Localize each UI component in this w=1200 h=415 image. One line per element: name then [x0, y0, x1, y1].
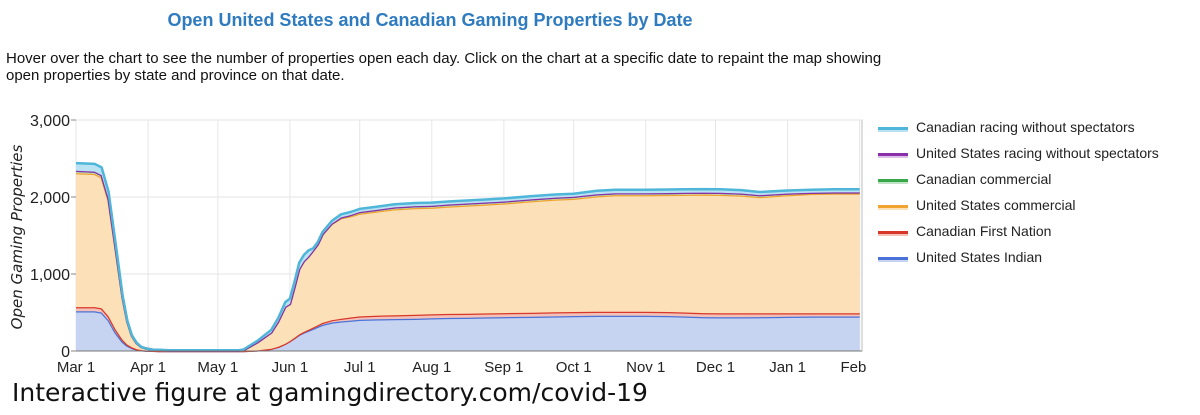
x-tick-label: Dec 1	[696, 359, 735, 376]
legend-label: United States racing without spectators	[916, 145, 1159, 161]
area-canadian-first-nation	[76, 307, 860, 351]
x-tick-label: Jul 1	[344, 359, 376, 376]
legend-label: United States Indian	[916, 249, 1043, 265]
x-tick-label: Jun 1	[272, 359, 309, 376]
x-tick-label: Sep 1	[484, 359, 523, 376]
legend-label: United States commercial	[916, 197, 1076, 213]
legend-swatch	[878, 153, 908, 156]
legend-swatch	[878, 231, 908, 234]
legend-swatch	[878, 179, 908, 182]
legend-label: Canadian commercial	[916, 171, 1052, 187]
legend-swatch	[878, 127, 908, 130]
area-united-states-indian	[76, 311, 860, 351]
chart-description: Hover over the chart to see the number o…	[6, 50, 882, 84]
x-tick-label: Nov 1	[626, 359, 665, 376]
x-tick-label: Apr 1	[130, 359, 166, 376]
legend-swatch	[878, 257, 908, 260]
x-tick-label: Mar 1	[57, 359, 95, 376]
y-tick-label: 3,000	[30, 113, 70, 130]
footer-caption: Interactive figure at gamingdirectory.co…	[12, 378, 648, 407]
series-line-canadian-racing-without-spectators	[75, 161, 860, 352]
legend-label: Canadian First Nation	[916, 223, 1052, 239]
x-tick-label: Feb 1	[840, 359, 870, 376]
x-tick-label: Aug 1	[412, 359, 451, 376]
x-tick-label: Jan 1	[769, 359, 806, 376]
legend-label: Canadian racing without spectators	[916, 119, 1135, 135]
x-tick-label: Oct 1	[556, 359, 592, 376]
y-tick-label: 1,000	[30, 267, 70, 284]
y-tick-label: 0	[61, 344, 70, 361]
area-united-states-commercial	[76, 173, 860, 351]
x-tick-label: May 1	[197, 359, 238, 376]
legend-swatch	[878, 205, 908, 208]
chart-title: Open United States and Canadian Gaming P…	[167, 10, 693, 30]
y-tick-label: 2,000	[30, 190, 70, 207]
area-chart[interactable]: Mar 1 Apr 1 May 1 Jun 1 Jul 1 Aug 1 Sep 1 Oct 1…	[0, 0, 870, 380]
